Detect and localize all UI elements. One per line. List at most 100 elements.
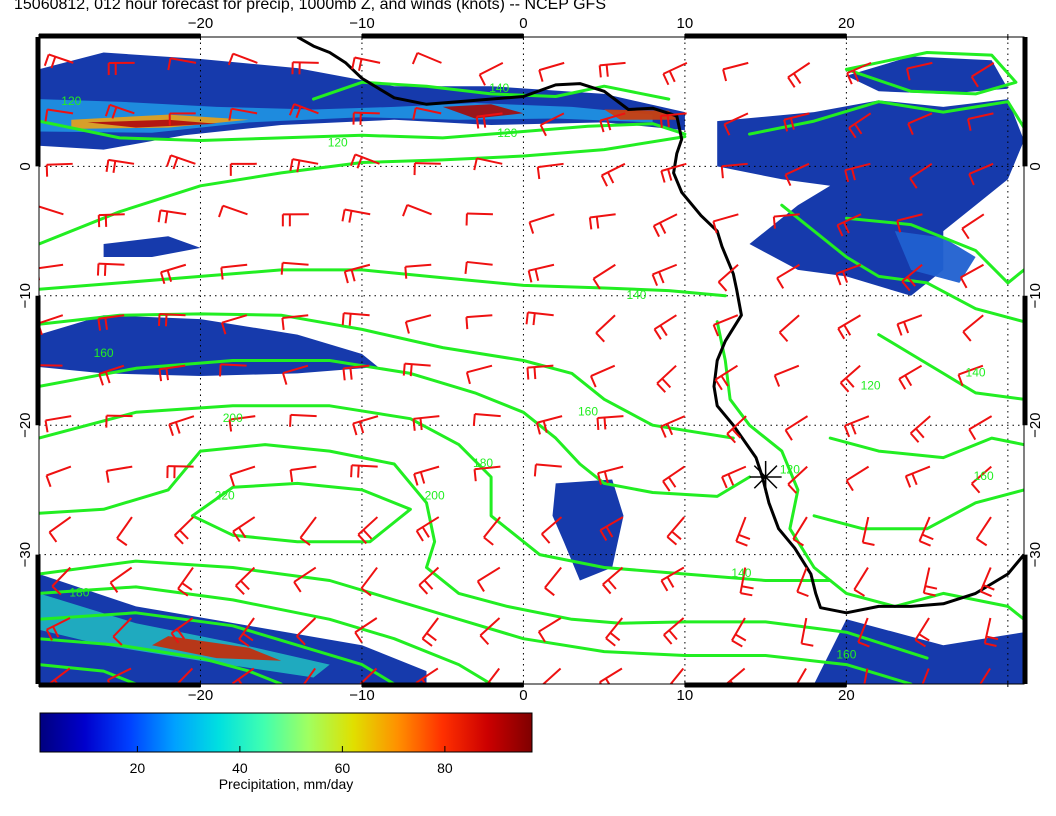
height-contour	[39, 637, 283, 684]
wind-barb-flag	[158, 369, 163, 382]
wind-barb-flag	[404, 321, 410, 334]
wind-barb-flag	[853, 588, 866, 597]
wind-barb-flag	[863, 694, 875, 696]
wind-barb-flag	[793, 691, 803, 697]
wind-barb	[476, 566, 501, 592]
wind-barb	[349, 153, 380, 169]
wind-barb	[660, 162, 687, 183]
wind-barb-staff	[98, 314, 125, 320]
wind-barb-flag	[159, 271, 166, 285]
wind-barb-flag	[289, 414, 292, 427]
wind-barb	[721, 465, 747, 489]
wind-barb-flag	[157, 313, 161, 327]
wind-barb	[98, 364, 125, 386]
wind-barb-flag	[535, 422, 541, 435]
wind-barbs	[39, 51, 999, 697]
wind-barb-flag	[300, 690, 310, 697]
wind-barb-flag	[484, 689, 494, 696]
wind-barb-staff	[177, 566, 194, 590]
wind-barb-flag	[354, 631, 363, 643]
wind-barb-flag	[419, 417, 423, 431]
wind-barb	[528, 213, 555, 234]
wind-barb-staff	[174, 516, 195, 536]
wind-barb-flag	[104, 371, 111, 384]
wind-barb-staff	[167, 465, 194, 468]
wind-barb-flag	[348, 313, 352, 326]
wind-barb-staff	[466, 364, 493, 374]
wind-barb-staff	[170, 57, 197, 64]
wind-barb-staff	[48, 667, 71, 684]
wind-barb	[863, 668, 875, 696]
wind-barb-staff	[107, 667, 132, 681]
contour-label: 140	[489, 81, 509, 95]
wind-barb-staff	[106, 465, 133, 472]
wind-barb-flag	[862, 541, 875, 547]
wind-barb-staff	[48, 53, 74, 64]
colorbar-tick-label: 80	[437, 760, 453, 776]
wind-barb-staff	[39, 314, 64, 325]
page-title: 15060812, 012 hour forecast for precip, …	[14, 0, 606, 13]
wind-barb	[773, 364, 800, 387]
wind-barb-staff	[229, 465, 256, 476]
wind-barb	[235, 566, 256, 595]
wind-barb	[350, 464, 378, 478]
wind-barb	[595, 314, 616, 343]
wind-barb	[957, 364, 984, 387]
wind-barb	[961, 213, 985, 240]
wind-barb-staff	[421, 617, 439, 640]
wind-barb-flag	[341, 313, 345, 326]
wind-barb	[722, 61, 749, 82]
wind-barb-flag	[44, 420, 49, 433]
wind-barb-staff	[39, 263, 64, 270]
colorbar-tick-label: 40	[232, 760, 248, 776]
wind-barb	[723, 112, 749, 136]
wind-barb-flag	[968, 428, 977, 441]
precip-congo	[717, 99, 1024, 296]
wind-barb-flag	[919, 540, 931, 547]
wind-barb-staff	[739, 567, 747, 594]
wind-barb-staff	[722, 61, 749, 71]
wind-barb-staff	[351, 464, 378, 468]
wind-barb	[472, 413, 501, 427]
wind-barb	[967, 112, 994, 131]
wind-barb	[280, 261, 309, 275]
wind-barb-flag	[652, 225, 660, 238]
contour-label: 120	[328, 135, 348, 149]
wind-barb-staff	[774, 364, 800, 377]
wind-barb-flag	[50, 56, 57, 69]
wind-barb-staff	[47, 108, 74, 115]
precipitation-colorbar: 20 40 60 80 Precipitation, mm/day	[39, 712, 533, 792]
wind-barb-staff	[975, 516, 992, 540]
wind-barb-staff	[296, 617, 317, 637]
contour-label: 140	[626, 288, 646, 302]
wind-barb-flag	[789, 117, 795, 130]
height-contour	[715, 320, 1024, 621]
wind-barb	[166, 465, 194, 479]
lat-label-left: −10	[17, 283, 34, 308]
wind-barb	[104, 103, 135, 119]
wind-barb-staff	[846, 465, 870, 482]
wind-barb-staff	[343, 364, 370, 370]
wind-barb	[662, 61, 688, 86]
wind-barb-flag	[844, 169, 850, 183]
wind-barb	[116, 516, 133, 547]
wind-barb-staff	[853, 567, 869, 591]
wind-barb	[656, 364, 677, 393]
wind-barb-staff	[415, 106, 442, 115]
wind-barb	[96, 262, 125, 276]
wind-barb	[544, 566, 562, 597]
wind-barb-flag	[409, 364, 413, 377]
wind-barb-staff	[98, 364, 125, 375]
wind-barb	[352, 415, 379, 436]
wind-barb	[921, 668, 930, 684]
wind-barb-flag	[848, 127, 857, 139]
wind-barb-staff	[592, 263, 616, 280]
wind-barb-staff	[714, 364, 738, 381]
wind-barb-staff	[116, 516, 133, 539]
wind-barb-flag	[280, 262, 284, 275]
wind-barb-staff	[290, 465, 317, 472]
wind-barb-flag	[235, 584, 245, 595]
wind-barb-staff	[416, 516, 440, 532]
wind-barb-flag	[726, 433, 737, 444]
wind-barb-staff	[601, 162, 626, 177]
